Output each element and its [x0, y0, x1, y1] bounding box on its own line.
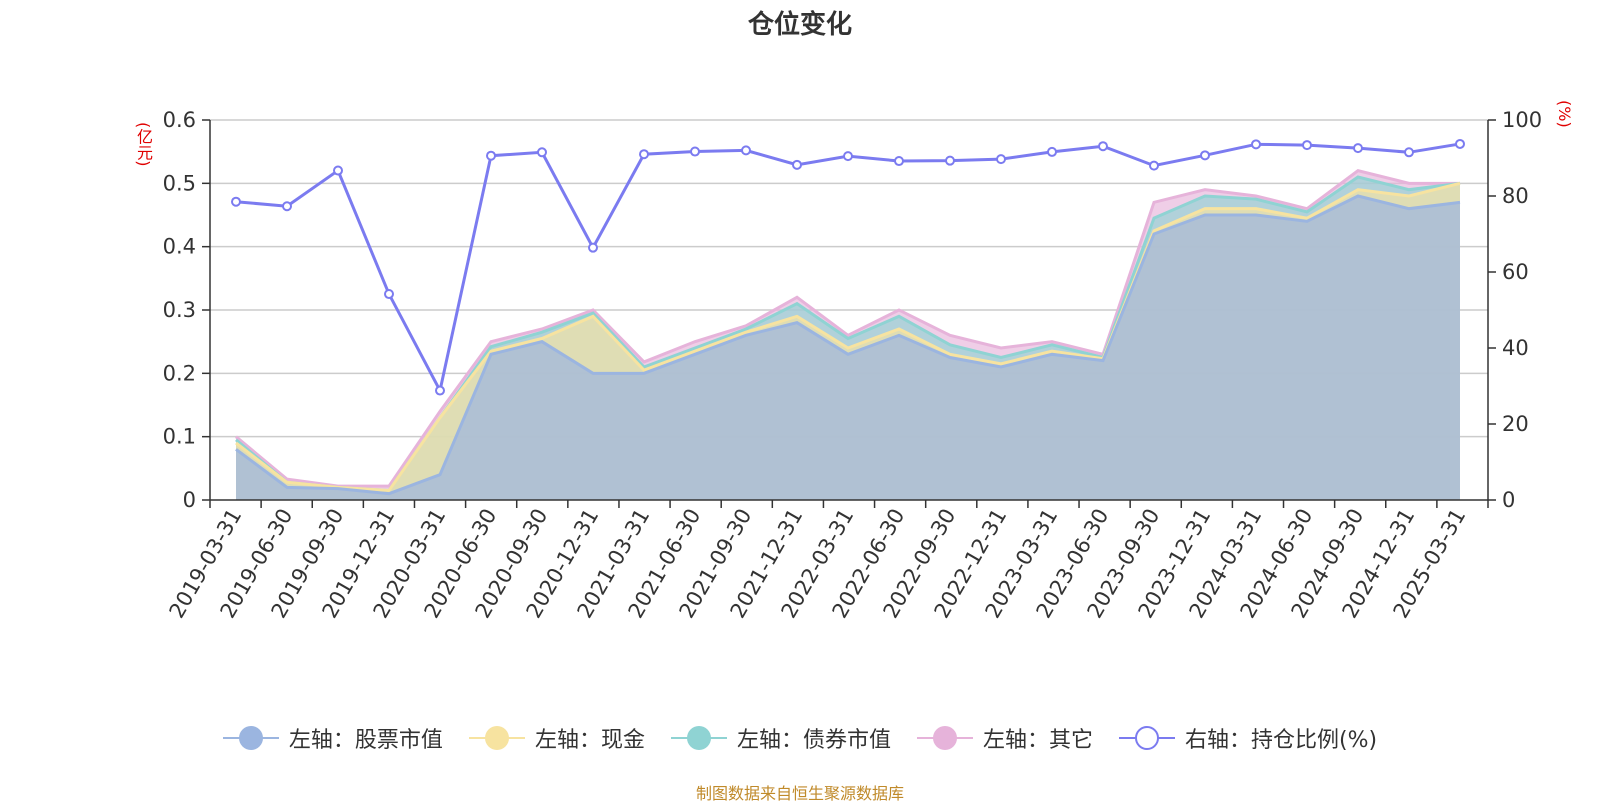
right-axis-unit: (%) — [1555, 100, 1574, 128]
left-tick-label: 0.6 — [163, 108, 196, 132]
ratio-point — [945, 155, 955, 166]
ratio-point — [741, 145, 751, 156]
ratio-point — [1404, 147, 1414, 158]
ratio-point — [792, 159, 802, 170]
legend-item-other[interactable]: 左轴：其它 — [916, 722, 1093, 754]
legend-marker-icon — [222, 725, 279, 751]
left-tick-label: 0.1 — [163, 425, 196, 449]
ratio-point — [333, 165, 343, 176]
ratio-point — [1302, 140, 1312, 151]
ratio-line-layer — [231, 138, 1465, 396]
ratio-point — [435, 385, 445, 396]
ratio-point — [1149, 160, 1159, 171]
left-tick-label: 0.3 — [163, 298, 196, 322]
right-tick-label: 20 — [1502, 412, 1529, 436]
legend-label: 左轴：其它 — [982, 728, 1093, 753]
legend-label: 右轴：持仓比例(%) — [1184, 728, 1378, 753]
left-tick-label: 0 — [183, 488, 196, 512]
ratio-point — [1200, 150, 1210, 161]
ratio-point — [282, 201, 292, 212]
stacked-areas — [235, 169, 1461, 501]
ratio-point — [843, 151, 853, 162]
legend-marker-icon — [1118, 725, 1175, 751]
legend-marker-icon — [468, 725, 525, 751]
ratio-point — [690, 146, 700, 157]
ratio-point — [1455, 138, 1465, 149]
ratio-point — [1251, 139, 1261, 150]
legend-label: 左轴：债券市值 — [736, 728, 891, 753]
ratio-point — [231, 196, 241, 207]
right-tick-label: 80 — [1502, 184, 1529, 208]
legend-item-bond[interactable]: 左轴：债券市值 — [670, 722, 891, 754]
legend-label: 左轴：股票市值 — [288, 728, 443, 753]
right-tick-label: 60 — [1502, 260, 1529, 284]
legend-item-stock[interactable]: 左轴：股票市值 — [222, 722, 443, 754]
series-line-stock — [235, 194, 1461, 496]
ratio-point — [384, 289, 394, 300]
ratio-point — [537, 147, 547, 158]
left-tick-label: 0.2 — [163, 361, 196, 385]
area-stock — [236, 196, 1460, 500]
chart-title: 仓位变化 — [747, 10, 852, 40]
series-line-cash — [235, 181, 1461, 493]
ratio-point — [588, 242, 598, 253]
legend-item-ratio[interactable]: 右轴：持仓比例(%) — [1118, 722, 1378, 754]
series-line-other — [235, 169, 1460, 488]
right-tick-label: 0 — [1502, 488, 1515, 512]
ratio-point — [996, 154, 1006, 165]
right-tick-label: 40 — [1502, 336, 1529, 360]
left-tick-label: 0.4 — [163, 235, 196, 259]
source-footer: 制图数据来自恒生聚源数据库 — [695, 784, 904, 803]
legend-marker-icon — [916, 725, 973, 751]
ratio-point — [486, 150, 496, 161]
ratio-point — [1098, 141, 1108, 152]
legend: 左轴：股票市值 左轴：现金 左轴：债券市值 左轴：其它 右轴：持仓比例(%) — [0, 722, 1600, 754]
ratio-point — [894, 156, 904, 167]
ratio-point — [1047, 146, 1057, 157]
ratio-point — [1353, 143, 1363, 154]
left-axis-unit: (亿元) — [134, 122, 153, 167]
left-tick-label: 0.5 — [163, 171, 196, 195]
ratio-point — [639, 149, 649, 160]
legend-item-cash[interactable]: 左轴：现金 — [468, 722, 645, 754]
legend-marker-icon — [670, 725, 727, 751]
legend-label: 左轴：现金 — [534, 728, 645, 753]
right-tick-label: 100 — [1502, 108, 1542, 132]
